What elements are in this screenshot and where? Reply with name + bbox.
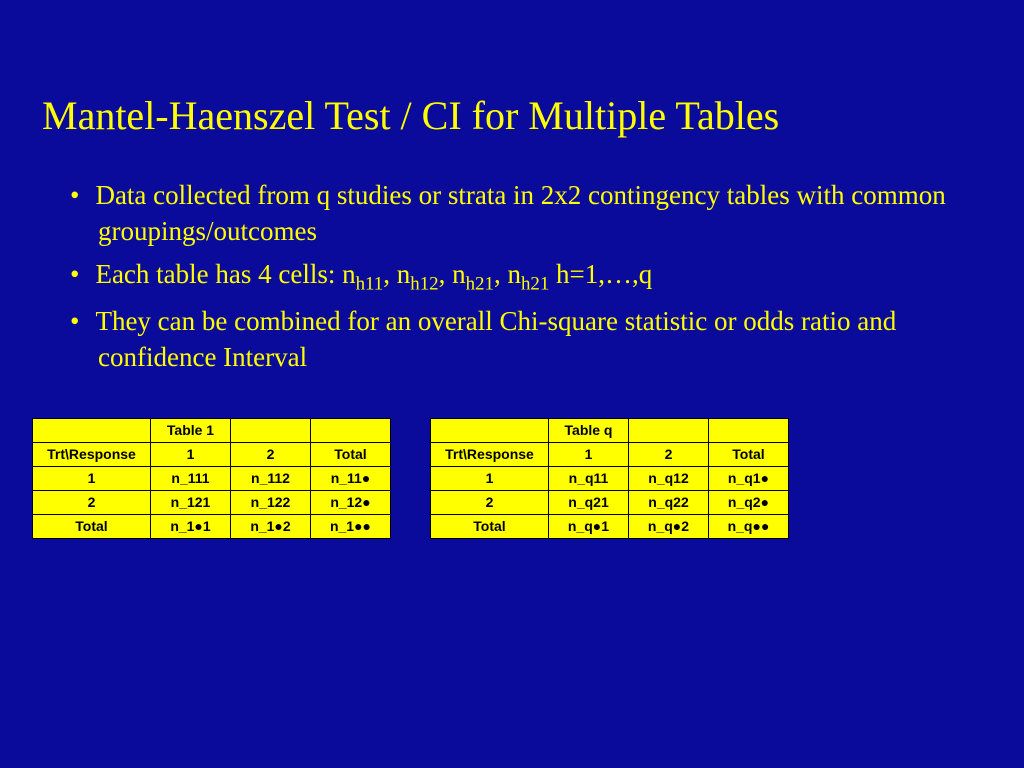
slide: Mantel-Haenszel Test / CI for Multiple T…: [0, 0, 1024, 539]
table-cell: n_q21: [549, 490, 629, 514]
table-cell: Total: [33, 514, 151, 538]
table-row: 1 n_111 n_112 n_11● 1 n_q11 n_q12 n_q1●: [33, 466, 789, 490]
table-cell: 2: [629, 442, 709, 466]
bullet-list: Data collected from q studies or strata …: [50, 177, 974, 376]
table-cell: n_q1●: [709, 466, 789, 490]
table-row: Trt\Response 1 2 Total Trt\Response 1 2 …: [33, 442, 789, 466]
table-cell: n_q12: [629, 466, 709, 490]
gap-cell: [391, 466, 431, 490]
gap-cell: [391, 442, 431, 466]
subscript: h12: [410, 273, 438, 294]
gap-cell: [391, 514, 431, 538]
bullet-item: Data collected from q studies or strata …: [70, 177, 974, 250]
table-cell: 1: [431, 466, 549, 490]
subscript: h21: [466, 273, 494, 294]
bullet-text: Each table has 4 cells: n: [95, 259, 355, 289]
gap-cell: [391, 418, 431, 442]
contingency-tables: Table 1 Table q Trt\Response 1 2 Total T…: [32, 418, 789, 539]
table-cell: n_111: [151, 466, 231, 490]
table-cell: Table 1: [151, 418, 231, 442]
table-cell: n_121: [151, 490, 231, 514]
table-cell: 2: [431, 490, 549, 514]
table-cell: n_q●●: [709, 514, 789, 538]
table-cell: Total: [311, 442, 391, 466]
table-cell: n_q22: [629, 490, 709, 514]
table-cell: [311, 418, 391, 442]
table-cell: Trt\Response: [33, 442, 151, 466]
subscript: h11: [356, 273, 384, 294]
table-cell: Table q: [549, 418, 629, 442]
table-cell: n_1●2: [231, 514, 311, 538]
table-cell: n_1●●: [311, 514, 391, 538]
table-cell: [709, 418, 789, 442]
table-cell: n_122: [231, 490, 311, 514]
bullet-text: h=1,…,q: [549, 259, 652, 289]
table-cell: n_1●1: [151, 514, 231, 538]
table-row: 2 n_121 n_122 n_12● 2 n_q21 n_q22 n_q2●: [33, 490, 789, 514]
table-cell: 1: [549, 442, 629, 466]
subscript: h21: [521, 273, 549, 294]
table-cell: [431, 418, 549, 442]
bullet-item: Each table has 4 cells: nh11, nh12, nh21…: [70, 256, 974, 297]
table-cell: n_q2●: [709, 490, 789, 514]
tables-container: Table 1 Table q Trt\Response 1 2 Total T…: [32, 418, 974, 539]
table-cell: n_11●: [311, 466, 391, 490]
table-cell: [33, 418, 151, 442]
table-cell: n_q●1: [549, 514, 629, 538]
table-row: Table 1 Table q: [33, 418, 789, 442]
table-cell: 2: [33, 490, 151, 514]
slide-title: Mantel-Haenszel Test / CI for Multiple T…: [42, 92, 974, 139]
table-cell: Trt\Response: [431, 442, 549, 466]
gap-cell: [391, 490, 431, 514]
table-cell: n_q11: [549, 466, 629, 490]
table-cell: Total: [431, 514, 549, 538]
table-cell: n_12●: [311, 490, 391, 514]
table-cell: [231, 418, 311, 442]
table-cell: Total: [709, 442, 789, 466]
table-cell: n_q●2: [629, 514, 709, 538]
table-cell: 2: [231, 442, 311, 466]
table-cell: [629, 418, 709, 442]
bullet-item: They can be combined for an overall Chi-…: [70, 303, 974, 376]
table-row: Total n_1●1 n_1●2 n_1●● Total n_q●1 n_q●…: [33, 514, 789, 538]
table-cell: 1: [151, 442, 231, 466]
table-cell: n_112: [231, 466, 311, 490]
table-cell: 1: [33, 466, 151, 490]
